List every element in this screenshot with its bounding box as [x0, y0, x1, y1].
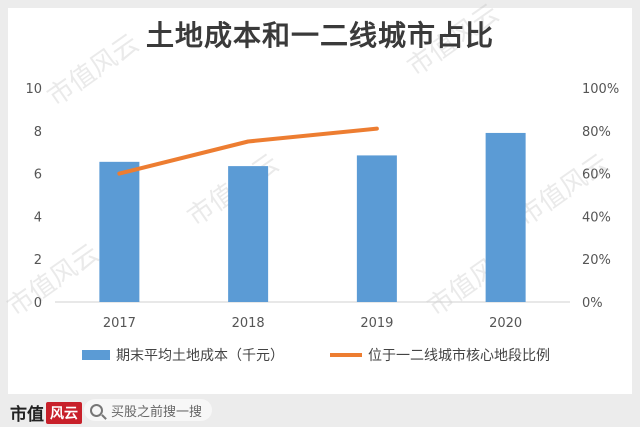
legend-item-bar: 期末平均土地成本（千元） [82, 345, 284, 365]
y-left-tick-label: 2 [34, 253, 42, 268]
x-tick-label: 2019 [360, 316, 393, 331]
y-left-tick-label: 10 [25, 82, 42, 97]
x-tick-label: 2020 [489, 316, 522, 331]
brand-badge: 风云 [46, 401, 82, 424]
y-right-tick-label: 80% [582, 125, 611, 140]
y-right-tick-label: 100% [582, 82, 619, 97]
x-tick-label: 2018 [232, 316, 265, 331]
x-tick-label: 2017 [103, 316, 136, 331]
y-right-tick-label: 60% [582, 168, 611, 183]
search-text: 买股之前搜一搜 [111, 404, 203, 420]
brand-text: 市值 [10, 405, 44, 425]
bar [99, 161, 140, 302]
legend: 期末平均土地成本（千元） 位于一二线城市核心地段比例 [0, 345, 640, 367]
y-right-tick-label: 0% [582, 296, 603, 311]
bar [485, 132, 526, 302]
search-icon [90, 403, 103, 417]
y-right-tick-label: 20% [582, 253, 611, 268]
legend-swatch-bar [82, 350, 110, 360]
y-left-tick-label: 4 [34, 210, 42, 225]
bar [356, 155, 397, 302]
y-left-tick-label: 8 [34, 125, 42, 140]
legend-label-bar: 期末平均土地成本（千元） [116, 348, 284, 364]
legend-label-line: 位于一二线城市核心地段比例 [368, 348, 550, 364]
legend-swatch-line [330, 353, 362, 357]
brand-logo: 市值 风云 [10, 400, 82, 425]
line-series [117, 126, 379, 176]
footer-bar: 市值 风云 买股之前搜一搜 [0, 394, 640, 427]
chart-title: 土地成本和一二线城市占比 [145, 19, 494, 52]
y-left-tick-label: 0 [34, 296, 42, 311]
y-left-tick-label: 6 [34, 168, 42, 183]
legend-item-line: 位于一二线城市核心地段比例 [330, 345, 550, 365]
bar [228, 166, 269, 302]
y-right-tick-label: 40% [582, 210, 611, 225]
search-box[interactable]: 买股之前搜一搜 [84, 399, 213, 421]
